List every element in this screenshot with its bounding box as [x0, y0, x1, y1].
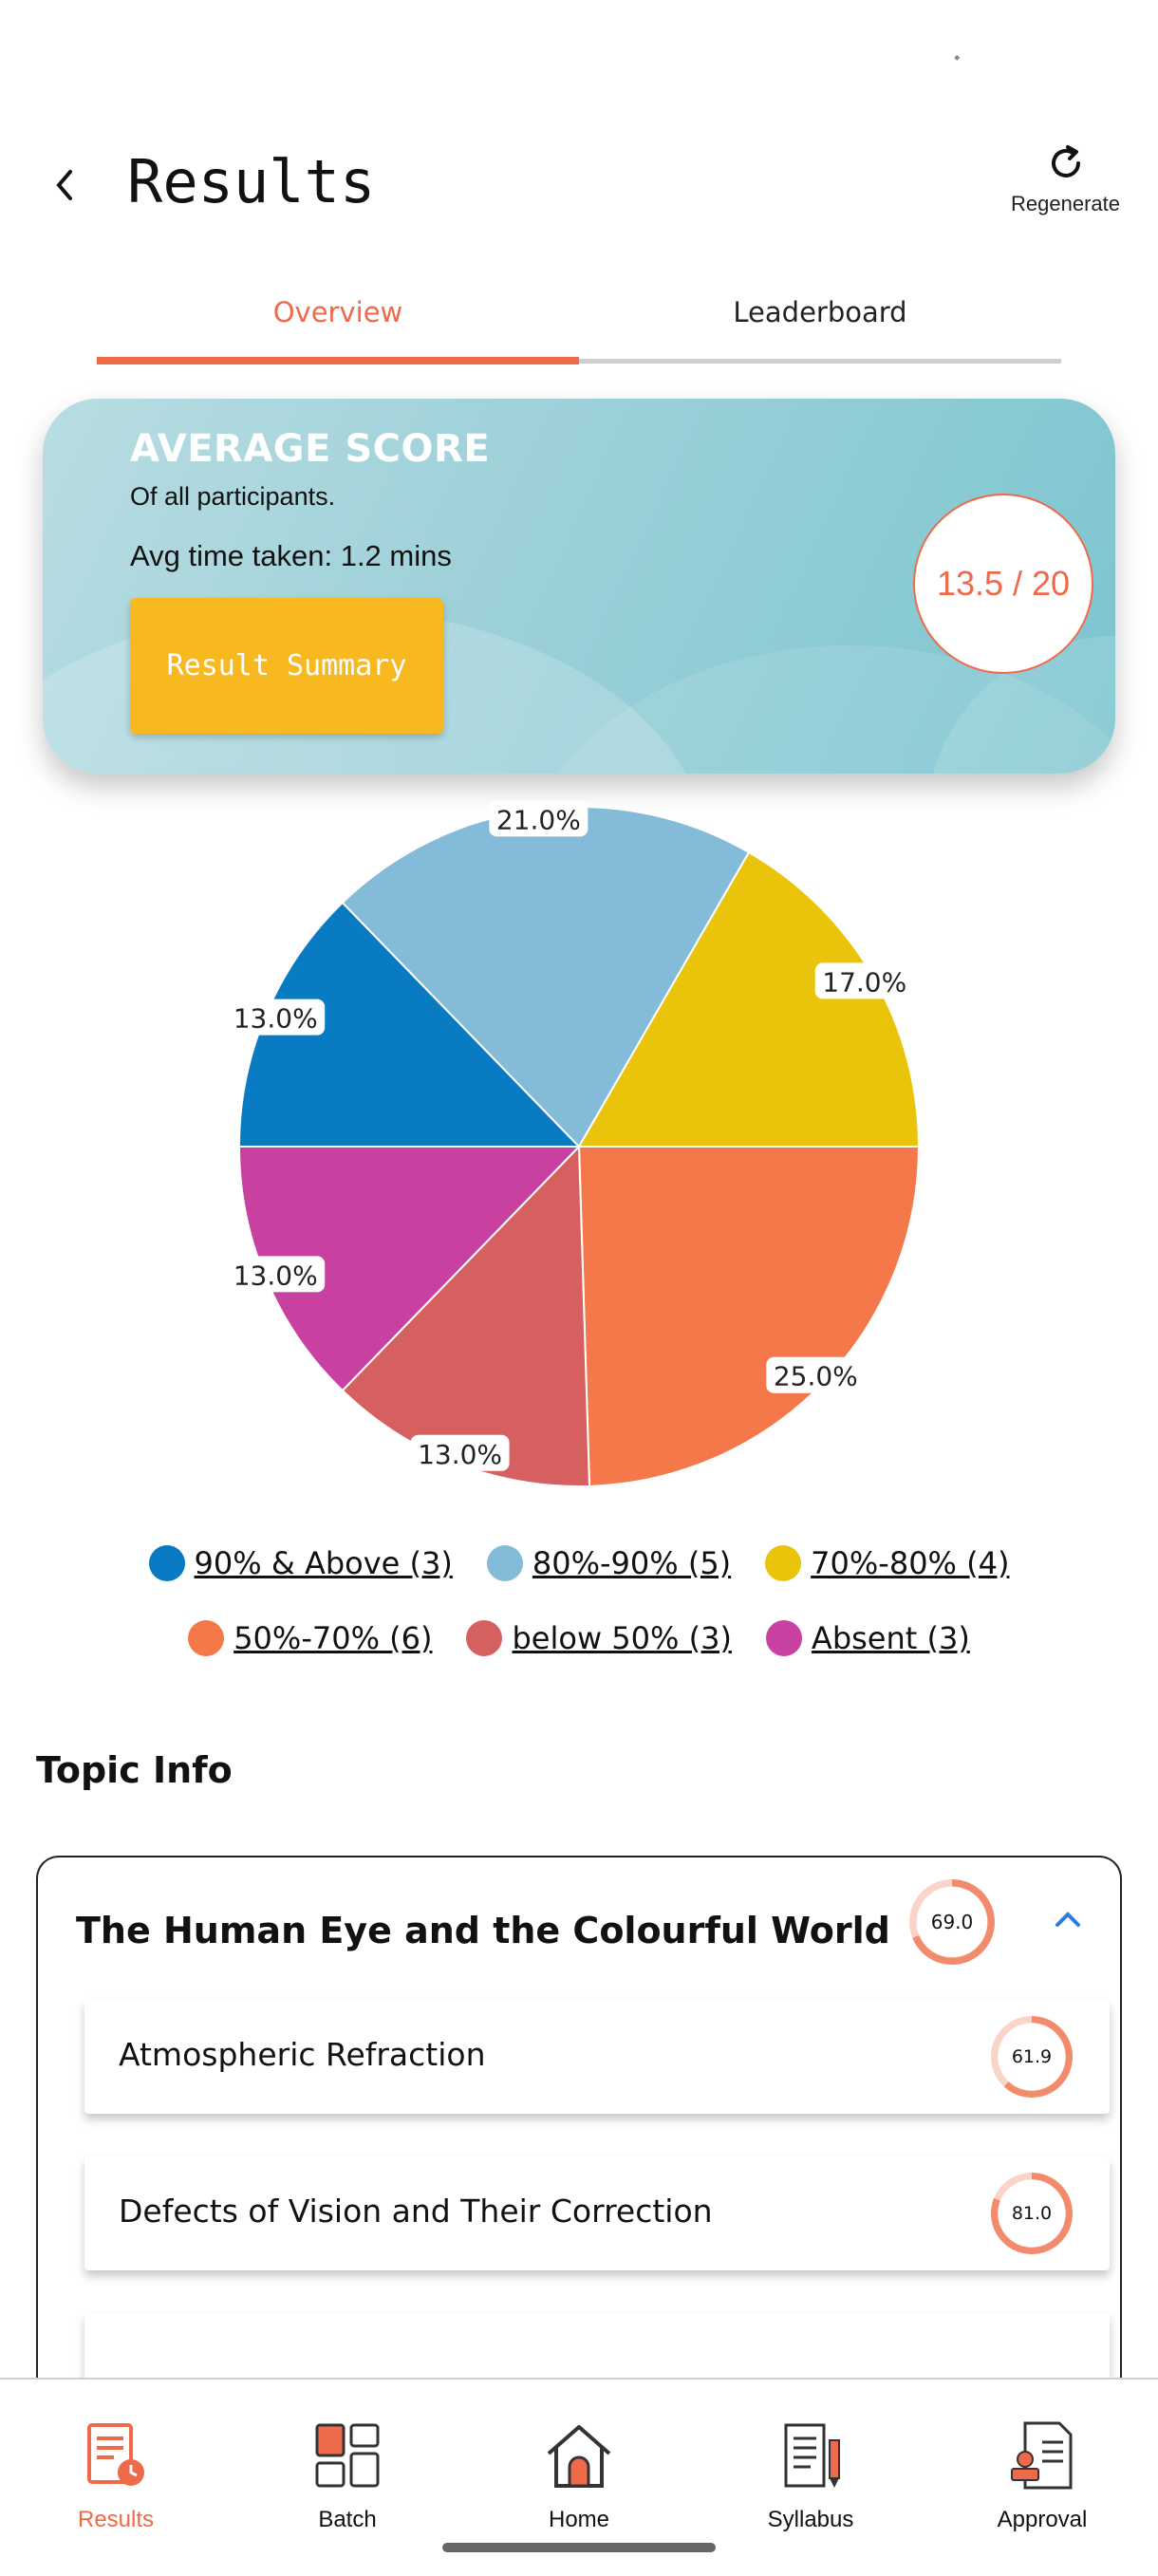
nav-item-syllabus[interactable]: Syllabus — [695, 2417, 926, 2533]
legend-item[interactable]: 50%-70% (6) — [188, 1620, 432, 1656]
home-indicator — [442, 2543, 716, 2552]
pie-slice-percent: 13.0% — [233, 1003, 318, 1035]
scroll-indicator-icon: ⬩ — [954, 47, 961, 67]
legend-item[interactable]: below 50% (3) — [466, 1620, 732, 1656]
legend-label: 50%-70% (6) — [233, 1620, 433, 1656]
nav-label: Home — [548, 2507, 610, 2532]
chart-legend-row: 90% & Above (3) 80%-90% (5) 70%-80% (4) — [0, 1545, 1158, 1581]
average-score-value: 13.5 / 20 — [913, 494, 1093, 674]
topic-info-heading: Topic Info — [36, 1749, 233, 1791]
nav-item-results[interactable]: Results — [0, 2417, 232, 2533]
topic-score-ring: 69.0 — [909, 1879, 995, 1965]
average-score-title: AVERAGE SCORE — [130, 427, 491, 471]
refresh-icon — [1051, 145, 1080, 177]
nav-item-batch[interactable]: Batch — [232, 2417, 463, 2533]
topic-collapse-button[interactable] — [1044, 1895, 1092, 1943]
pie-slice-percent: 13.0% — [418, 1439, 502, 1470]
legend-item[interactable]: 90% & Above (3) — [148, 1545, 453, 1581]
results-icon — [87, 2423, 144, 2486]
result-summary-button[interactable]: Result Summary — [130, 598, 443, 734]
page-title: Results — [127, 147, 376, 216]
nav-label: Batch — [318, 2507, 377, 2532]
home-icon — [547, 2425, 611, 2488]
regenerate-label: Regenerate — [1011, 192, 1120, 215]
legend-item[interactable]: 80%-90% (5) — [486, 1545, 732, 1581]
nav-item-home[interactable]: Home — [463, 2417, 695, 2533]
tab-leaderboard[interactable]: Leaderboard — [733, 296, 907, 328]
legend-label: 70%-80% (4) — [811, 1545, 1010, 1581]
pie-slice[interactable] — [577, 1146, 921, 1487]
pie-slice-label: 13.0% — [226, 999, 326, 1036]
regenerate-button[interactable]: Regenerate — [987, 142, 1144, 228]
average-time-taken: Avg time taken: 1.2 mins — [130, 539, 452, 572]
nav-label: Approval — [997, 2507, 1088, 2532]
approval-icon — [1011, 2421, 1073, 2490]
legend-label: Absent (3) — [811, 1620, 970, 1656]
pie-slice-label: 21.0% — [489, 800, 588, 837]
topic-title: The Human Eye and the Colourful World — [76, 1910, 890, 1951]
legend-item[interactable]: Absent (3) — [765, 1620, 970, 1656]
syllabus-icon — [784, 2423, 840, 2488]
subtopic-score-ring: 61.9 — [991, 2016, 1073, 2098]
topic-card: The Human Eye and the Colourful World 69… — [36, 1856, 1122, 2522]
pie-slice-label: 25.0% — [766, 1356, 866, 1393]
legend-label: below 50% (3) — [512, 1620, 732, 1656]
pie-slice-label: 13.0% — [226, 1256, 326, 1293]
pie-slice-label: 17.0% — [814, 962, 914, 999]
legend-color-dot — [765, 1620, 802, 1656]
legend-color-dot — [486, 1545, 523, 1581]
legend-item[interactable]: 70%-80% (4) — [765, 1545, 1009, 1581]
pie-slice-percent: 13.0% — [233, 1260, 318, 1291]
legend-color-dot — [466, 1620, 503, 1656]
nav-label: Results — [77, 2507, 155, 2532]
tab-active-indicator — [97, 357, 579, 364]
legend-label: 90% & Above (3) — [194, 1545, 453, 1581]
legend-color-dot — [148, 1545, 185, 1581]
pie-slice-percent: 25.0% — [774, 1361, 858, 1392]
chart-legend-row: 50%-70% (6) below 50% (3) Absent (3) — [0, 1620, 1158, 1656]
subtopic-card[interactable]: Atmospheric Refraction 61.9 — [84, 2000, 1110, 2114]
subtopic-card[interactable]: Defects of Vision and Their Correction 8… — [84, 2156, 1110, 2270]
subtopic-label: Atmospheric Refraction — [119, 2036, 486, 2073]
legend-label: 80%-90% (5) — [532, 1545, 732, 1581]
subtopic-score-ring: 81.0 — [991, 2173, 1073, 2254]
average-score-card: AVERAGE SCORE Of all participants. Avg t… — [43, 399, 1115, 774]
chevron-up-icon — [1055, 1912, 1080, 1927]
pie-slice-percent: 17.0% — [822, 966, 906, 998]
nav-item-approval[interactable]: Approval — [926, 2417, 1158, 2533]
pie-slice-label: 13.0% — [410, 1434, 510, 1471]
legend-color-dot — [765, 1545, 802, 1581]
subtopic-label: Defects of Vision and Their Correction — [119, 2193, 713, 2230]
score-distribution-pie-chart: 13.0% 21.0% 17.0% 25.0% 13.0% 13.0% — [226, 800, 921, 1487]
back-button[interactable] — [46, 152, 84, 218]
legend-color-dot — [188, 1620, 225, 1656]
average-score-subtitle: Of all participants. — [130, 482, 336, 511]
tab-overview[interactable]: Overview — [272, 296, 403, 328]
batch-icon — [315, 2423, 380, 2488]
chevron-left-icon — [56, 170, 72, 200]
pie-slice-percent: 21.0% — [496, 804, 581, 835]
nav-label: Syllabus — [767, 2507, 854, 2532]
tab-track — [97, 359, 1061, 364]
